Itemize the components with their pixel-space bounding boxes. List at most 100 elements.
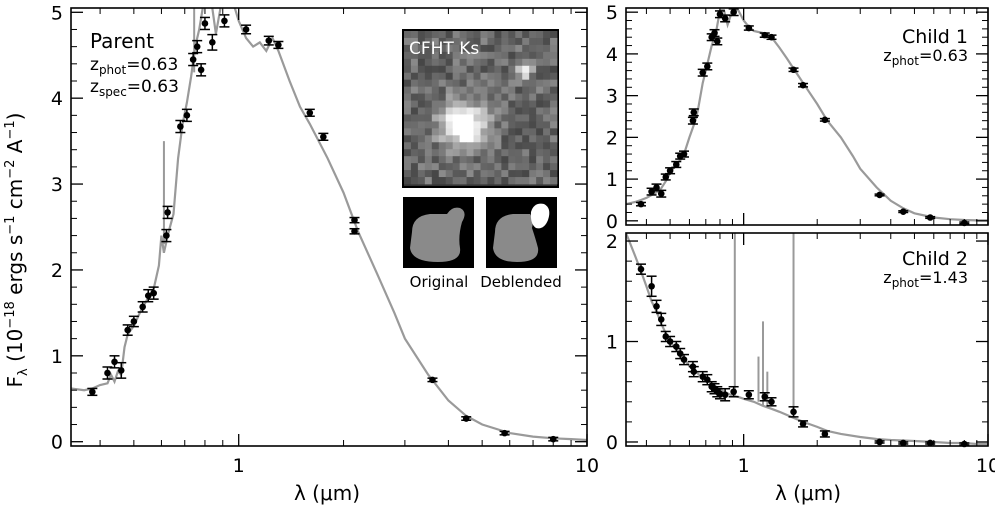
- y-tick-label: 1: [51, 346, 63, 368]
- photometry-point: [728, 385, 739, 398]
- data-point: [124, 326, 131, 334]
- data-point: [429, 376, 436, 384]
- data-point: [648, 188, 655, 195]
- photometry-point: [162, 205, 173, 220]
- y-axis-label: Fλ (10−18 ergs s−1 cm−2 A−1): [3, 113, 31, 388]
- photometry-point: [898, 208, 909, 215]
- photometry-point: [925, 214, 936, 221]
- data-point: [209, 39, 216, 46]
- y-tick-label: 2: [606, 231, 618, 253]
- photometry-point: [709, 28, 720, 38]
- data-point: [699, 69, 707, 76]
- data-point: [653, 184, 660, 191]
- data-point: [351, 227, 358, 235]
- photometry-point: [788, 66, 799, 74]
- data-point: [320, 133, 327, 141]
- data-point: [637, 200, 645, 208]
- data-point: [197, 66, 205, 74]
- photometry-point: [819, 430, 830, 438]
- photometry-point: [646, 275, 657, 298]
- data-point: [637, 265, 645, 273]
- photometry-point: [635, 200, 646, 208]
- photometry-point: [702, 62, 713, 71]
- photometry-point: [874, 191, 885, 199]
- photometry-point: [766, 397, 777, 407]
- y-label-f: F: [3, 376, 27, 388]
- photometry-point: [427, 376, 438, 384]
- data-point: [139, 303, 146, 311]
- deblended-label: Deblended: [480, 273, 561, 291]
- data-point: [104, 369, 111, 377]
- y-label-exp4: −1: [3, 120, 18, 139]
- photometry-point: [192, 39, 203, 54]
- photometry-point: [148, 286, 159, 300]
- model-spectrum-line: [71, 8, 587, 442]
- y-tick-label: 5: [51, 2, 63, 24]
- photometry-point: [273, 40, 284, 50]
- data-point: [189, 56, 197, 63]
- plot-frame: [625, 232, 989, 447]
- data-point: [117, 367, 125, 374]
- photometry-point: [720, 14, 731, 23]
- y-tick-label: 1: [606, 169, 618, 191]
- data-point: [666, 338, 674, 345]
- data-point: [221, 17, 228, 25]
- data-point: [672, 161, 680, 168]
- photometry-point: [219, 14, 230, 28]
- photometry-point: [263, 35, 274, 46]
- x-tick-label: 10: [976, 455, 995, 477]
- data-point: [462, 415, 470, 422]
- data-point: [899, 208, 907, 215]
- y-label-lambda: λ: [16, 368, 31, 376]
- photometry-point: [665, 167, 676, 175]
- y-label-close: ): [3, 113, 27, 121]
- y-label-a: A: [3, 139, 27, 159]
- y-label-exp1: −18: [3, 301, 18, 328]
- data-point: [790, 66, 797, 74]
- data-point: [549, 435, 557, 443]
- photometry-point: [196, 63, 207, 77]
- photometry-point: [635, 263, 646, 275]
- y-label-ergs: ergs s: [3, 235, 27, 301]
- data-point: [876, 191, 883, 199]
- plot-frame: [70, 7, 588, 447]
- data-point: [730, 8, 737, 16]
- deblended-segmap-shape: [493, 214, 539, 262]
- data-point: [653, 303, 660, 310]
- data-point: [799, 420, 807, 428]
- x-axis-label-right: λ (μm): [775, 481, 841, 505]
- data-point: [711, 29, 718, 37]
- data-point: [876, 438, 883, 446]
- data-point: [657, 190, 665, 198]
- photometry-point: [181, 108, 192, 123]
- data-point: [183, 112, 191, 119]
- y-tick-label: 4: [51, 88, 63, 110]
- photometry-point: [87, 387, 98, 397]
- data-point: [761, 393, 769, 401]
- y-tick-label: 0: [606, 211, 618, 233]
- photometry-point: [898, 439, 909, 447]
- data-point: [265, 37, 273, 44]
- photometry-point: [143, 288, 154, 303]
- photometry-point: [102, 366, 113, 380]
- y-tick-label: 0: [606, 432, 618, 454]
- photometry-point: [128, 315, 139, 328]
- photometry-point: [874, 438, 885, 446]
- data-point: [164, 209, 171, 216]
- x-tick-label: 10: [575, 455, 599, 477]
- y-label-cm: cm: [3, 179, 27, 216]
- y-tick-label: 0: [51, 432, 63, 454]
- y-label-rest: (10: [3, 329, 27, 369]
- data-point: [163, 232, 170, 239]
- x-tick-label: 1: [233, 455, 245, 477]
- data-point: [193, 43, 201, 50]
- photometry-point: [122, 324, 133, 336]
- data-point: [745, 391, 753, 399]
- photometry-point: [759, 392, 770, 402]
- original-label: Original: [410, 273, 469, 291]
- data-point: [716, 390, 724, 398]
- photometry-point: [819, 116, 830, 124]
- inset-pixel-grid: [404, 31, 558, 185]
- y-tick-label: 3: [606, 86, 618, 108]
